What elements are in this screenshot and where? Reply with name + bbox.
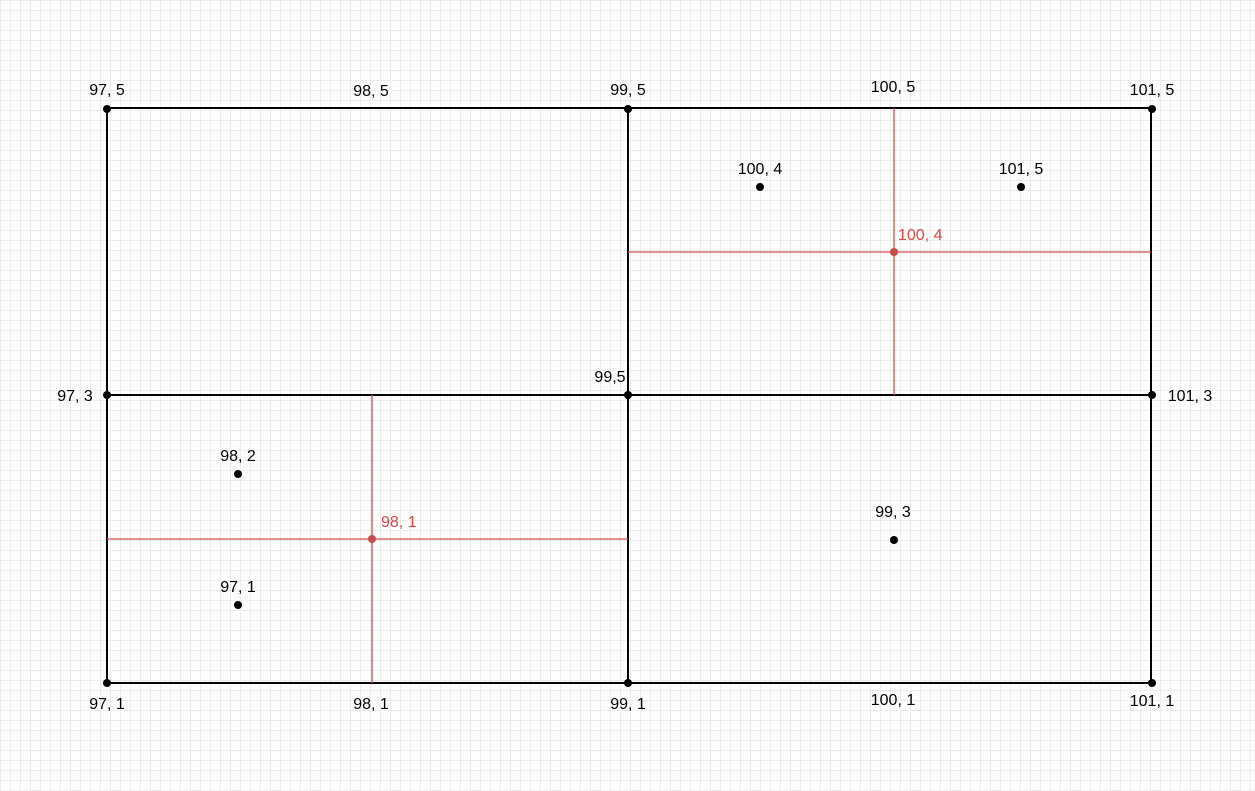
point-99-1 bbox=[624, 679, 632, 687]
point-97-1-inner bbox=[234, 601, 242, 609]
label-101-1: 101, 1 bbox=[1130, 693, 1175, 710]
label-97-5: 97, 5 bbox=[89, 82, 125, 99]
point-101-5-inner bbox=[1017, 183, 1025, 191]
label-97-3: 97, 3 bbox=[57, 388, 93, 405]
label-98-1: 98, 1 bbox=[353, 696, 389, 713]
label-101-5-top: 101, 5 bbox=[1130, 82, 1175, 99]
red-label-98-1: 98, 1 bbox=[381, 514, 417, 531]
point-101-3 bbox=[1148, 391, 1156, 399]
point-101-5-top bbox=[1148, 105, 1156, 113]
black-labels: 97, 5 98, 5 99, 5 100, 5 101, 5 100, 4 1… bbox=[57, 79, 1212, 713]
red-point-100-4 bbox=[890, 248, 898, 256]
point-101-1 bbox=[1148, 679, 1156, 687]
label-99-5-top: 99, 5 bbox=[610, 82, 646, 99]
label-97-1-inner: 97, 1 bbox=[220, 579, 256, 596]
red-label-100-4: 100, 4 bbox=[898, 227, 943, 244]
label-100-1: 100, 1 bbox=[871, 692, 916, 709]
red-point-98-1 bbox=[368, 535, 376, 543]
label-99-5-mid: 99,5 bbox=[594, 369, 625, 386]
point-97-1 bbox=[103, 679, 111, 687]
label-100-5: 100, 5 bbox=[871, 79, 916, 96]
label-99-3: 99, 3 bbox=[875, 504, 911, 521]
point-97-3 bbox=[103, 391, 111, 399]
point-97-5 bbox=[103, 105, 111, 113]
point-99-3 bbox=[890, 536, 898, 544]
black-points bbox=[103, 105, 1156, 687]
label-101-3: 101, 3 bbox=[1168, 388, 1213, 405]
red-labels: 100, 4 98, 1 bbox=[381, 227, 943, 531]
red-points bbox=[368, 248, 898, 543]
label-99-1: 99, 1 bbox=[610, 696, 646, 713]
point-100-4 bbox=[756, 183, 764, 191]
label-98-5: 98, 5 bbox=[353, 83, 389, 100]
label-100-4: 100, 4 bbox=[738, 161, 783, 178]
point-99-5-mid bbox=[624, 391, 632, 399]
label-98-2: 98, 2 bbox=[220, 448, 256, 465]
label-101-5-inner: 101, 5 bbox=[999, 161, 1044, 178]
point-99-5-top bbox=[624, 105, 632, 113]
point-98-2 bbox=[234, 470, 242, 478]
red-subdivisions bbox=[107, 108, 1151, 683]
label-97-1: 97, 1 bbox=[89, 696, 125, 713]
